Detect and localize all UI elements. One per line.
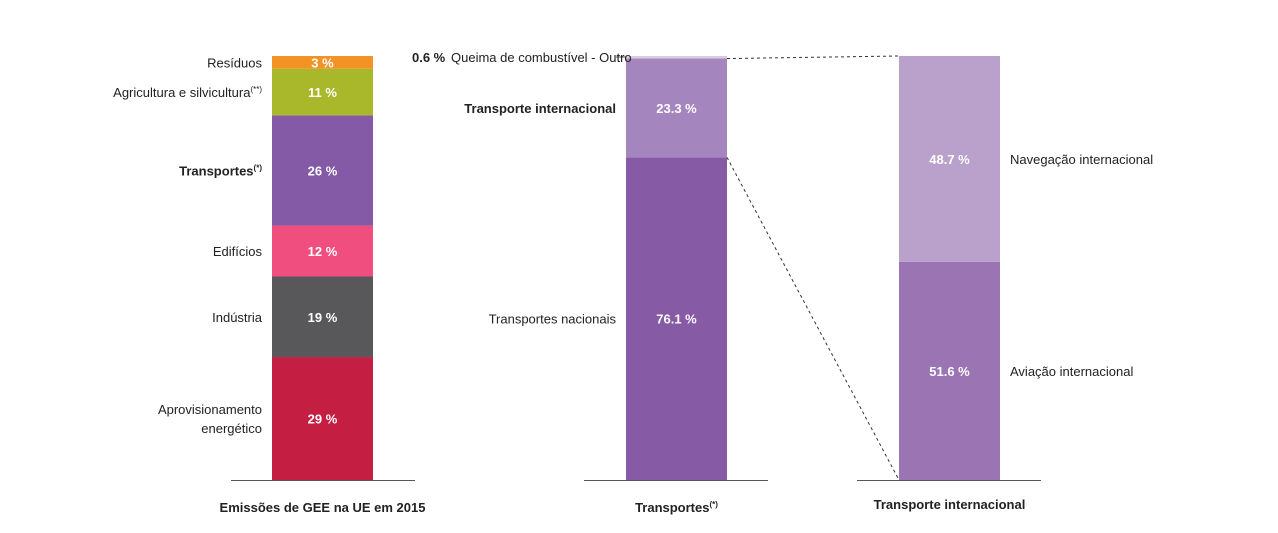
bar-segment-emissoes-de-gee-na-ue-em-2015-transportes xyxy=(272,115,373,226)
bar-segment-emissoes-de-gee-na-ue-em-2015-agricultura-e-silvicultura xyxy=(272,68,373,116)
bars-layer xyxy=(231,56,1041,481)
value-label-emissoes-de-gee-na-ue-em-2015-transportes: 26 % xyxy=(308,163,338,178)
bar-segment-transportes-queima-de-combustivel-outro xyxy=(626,56,727,59)
bar-segment-emissoes-de-gee-na-ue-em-2015-industria xyxy=(272,276,373,358)
bar-segment-emissoes-de-gee-na-ue-em-2015-edificios xyxy=(272,225,373,277)
category-label-emissoes-de-gee-na-ue-em-2015-aprovisionamento-energetico-line2: energético xyxy=(201,421,262,436)
bar-segment-transporte-internacional-aviacao-internacional xyxy=(899,261,1000,480)
connector-line-top xyxy=(726,55,900,60)
bar-segment-transporte-internacional-navegacao-internacional xyxy=(899,56,1000,262)
bar-segment-emissoes-de-gee-na-ue-em-2015-aprovisionamento-energetico xyxy=(272,357,373,480)
value-label-transportes-transporte-internacional: 23.3 % xyxy=(656,101,697,116)
category-label-transportes-transporte-internacional: Transporte internacional xyxy=(464,101,616,116)
value-label-emissoes-de-gee-na-ue-em-2015-aprovisionamento-energetico: 29 % xyxy=(308,412,338,427)
category-label-transportes-queima-de-combustivel-outro: Queima de combustível - Outro xyxy=(451,50,632,65)
value-label-emissoes-de-gee-na-ue-em-2015-edificios: 12 % xyxy=(308,244,338,259)
chart-title-transportes: Transportes(*) xyxy=(635,500,718,515)
category-label-emissoes-de-gee-na-ue-em-2015-industria: Indústria xyxy=(212,310,263,325)
category-label-emissoes-de-gee-na-ue-em-2015-agricultura-e-silvicultura: Agricultura e silvicultura(**) xyxy=(113,85,262,100)
chart-title-emissoes-de-gee-na-ue-em-2015: Emissões de GEE na UE em 2015 xyxy=(220,500,426,515)
value-label-emissoes-de-gee-na-ue-em-2015-residuos: 3 % xyxy=(311,55,334,70)
category-label-emissoes-de-gee-na-ue-em-2015-transportes: Transportes(*) xyxy=(179,163,262,178)
value-label-emissoes-de-gee-na-ue-em-2015-agricultura-e-silvicultura: 11 % xyxy=(308,85,337,100)
value-label-emissoes-de-gee-na-ue-em-2015-industria: 19 % xyxy=(308,310,338,325)
category-label-transporte-internacional-aviacao-internacional: Aviação internacional xyxy=(1010,364,1133,379)
value-label-transportes-queima-de-combustivel-outro: 0.6 % xyxy=(412,50,446,65)
value-label-transporte-internacional-aviacao-internacional: 51.6 % xyxy=(929,364,970,379)
category-label-transporte-internacional-navegacao-internacional: Navegação internacional xyxy=(1010,152,1153,167)
chart-title-transporte-internacional: Transporte internacional xyxy=(874,497,1026,512)
category-label-emissoes-de-gee-na-ue-em-2015-residuos: Resíduos xyxy=(207,55,262,70)
bar-segment-emissoes-de-gee-na-ue-em-2015-residuos xyxy=(272,56,373,69)
bar-segment-transportes-transporte-internacional xyxy=(626,58,727,158)
value-label-transporte-internacional-navegacao-internacional: 48.7 % xyxy=(929,152,970,167)
bar-segment-transportes-transportes-nacionais xyxy=(626,157,727,480)
category-label-emissoes-de-gee-na-ue-em-2015-edificios: Edifícios xyxy=(213,244,263,259)
category-label-emissoes-de-gee-na-ue-em-2015-aprovisionamento-energetico-line1: Aprovisionamento xyxy=(158,402,262,417)
labels-layer: 29 % Aprovisionamento energético 19 % Indúst… xyxy=(113,50,1153,515)
category-label-transportes-transportes-nacionais: Transportes nacionais xyxy=(489,312,617,327)
value-label-transportes-transportes-nacionais: 76.1 % xyxy=(656,312,697,327)
connector-line-bottom xyxy=(726,157,900,481)
bar-connectors xyxy=(616,55,900,481)
